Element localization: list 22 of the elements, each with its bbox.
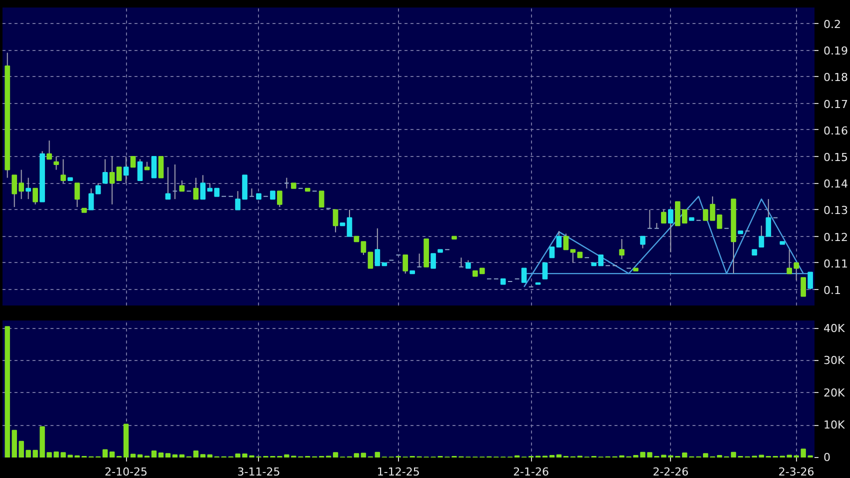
- y-tick-label: 0.13: [824, 204, 848, 218]
- y-tick-label: 40K: [824, 322, 846, 335]
- y-tick-label: 10K: [824, 418, 846, 432]
- y-tick-label: 0.12: [824, 230, 848, 244]
- x-tick-label: 2-2-26: [652, 466, 689, 478]
- y-tick-label: 0.14: [824, 178, 848, 191]
- y-tick-label: 0.18: [824, 71, 848, 84]
- y-tick-label: 0.16: [824, 124, 848, 138]
- y-tick-label: 20K: [824, 386, 846, 400]
- y-tick-label: 0.1: [824, 284, 841, 298]
- x-tick-label: 1-12-25: [376, 466, 420, 478]
- y-tick-label: 0.11: [824, 257, 848, 270]
- y-tick-label: 0.2: [824, 18, 841, 31]
- x-tick-label: 2-3-26: [778, 466, 814, 478]
- y-tick-label: 0.19: [824, 44, 848, 58]
- y-tick-label: 30K: [824, 354, 846, 368]
- x-tick-label: 2-10-25: [104, 466, 148, 478]
- x-tick-label: 2-1-26: [513, 466, 550, 478]
- x-tick-label: 3-11-25: [237, 466, 280, 478]
- y-tick-label: 0.15: [824, 151, 848, 164]
- y-tick-label: 0.17: [824, 98, 848, 111]
- y-tick-label: 0: [824, 451, 830, 464]
